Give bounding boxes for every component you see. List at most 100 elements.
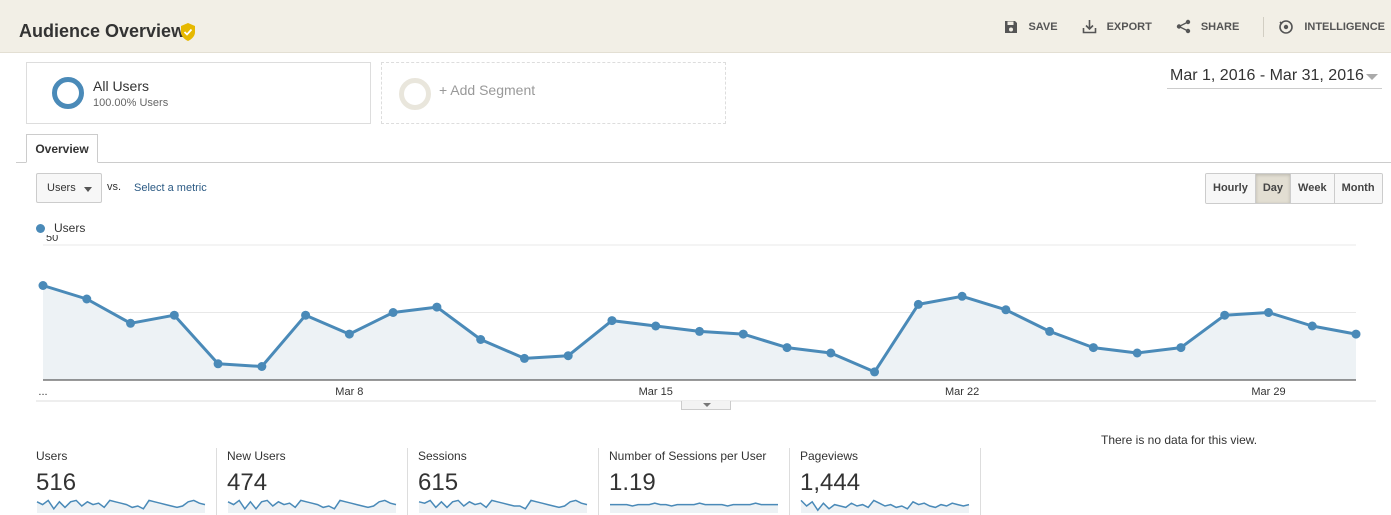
scorecard-value: 615 xyxy=(418,469,459,496)
intelligence-icon xyxy=(1279,19,1294,34)
users-data-point xyxy=(1088,343,1098,353)
segment-name: All Users xyxy=(93,78,150,94)
users-data-point xyxy=(38,281,48,290)
scorecard-label: Pageviews xyxy=(800,449,859,463)
date-range-label: Mar 1, 2016 - Mar 31, 2016 xyxy=(1170,67,1364,84)
users-data-point xyxy=(213,359,223,369)
x-tick-label: Mar 15 xyxy=(639,386,673,398)
scorecard-value: 516 xyxy=(36,469,77,496)
sparkline xyxy=(610,502,778,513)
users-data-point xyxy=(913,299,923,309)
intelligence-button[interactable]: INTELLIGENCE xyxy=(1278,19,1385,35)
sparkline-line xyxy=(227,499,397,511)
users-data-point xyxy=(432,302,442,312)
sparkline-line xyxy=(36,499,206,511)
x-tick-label: Mar 8 xyxy=(335,386,363,398)
x-tick-label: Mar 22 xyxy=(945,386,979,398)
users-data-point xyxy=(1307,321,1317,331)
sparkline-line xyxy=(418,499,588,510)
scorecard-divider xyxy=(598,448,599,515)
users-data-point xyxy=(257,362,267,371)
users-data-point xyxy=(1263,308,1273,317)
y-tick-label: 50 xyxy=(46,235,58,244)
scorecard-users[interactable]: Users 516 xyxy=(36,447,208,515)
legend-users-label: Users xyxy=(54,221,86,235)
no-data-message: There is no data for this view. xyxy=(1101,433,1258,447)
share-button[interactable]: SHARE xyxy=(1176,19,1240,34)
scorecard-sessions[interactable]: Sessions 615 xyxy=(418,447,590,515)
add-segment-button[interactable]: + Add Segment xyxy=(381,62,726,124)
users-data-point xyxy=(695,326,704,336)
scorecard-label: Number of Sessions per User xyxy=(609,449,767,463)
users-data-point xyxy=(476,335,486,344)
users-data-point xyxy=(738,329,748,339)
scorecard-value: 1,444 xyxy=(800,469,861,496)
scorecard-label: Sessions xyxy=(418,449,467,463)
scorecard-divider xyxy=(980,448,981,515)
users-data-point xyxy=(782,343,792,353)
users-data-point xyxy=(957,291,967,301)
metric-dropdown-label: Users xyxy=(47,182,76,194)
scorecard-new-users[interactable]: New Users 474 xyxy=(227,447,399,515)
header-bar: Audience Overview SAVE EXPORT xyxy=(0,0,1391,53)
day-button[interactable]: Day xyxy=(1254,174,1291,203)
users-data-point xyxy=(1220,310,1230,320)
users-data-point xyxy=(519,353,529,363)
share-label: SHARE xyxy=(1200,20,1240,33)
x-tick-label: Mar 29 xyxy=(1251,386,1285,398)
users-data-point xyxy=(1351,329,1361,339)
empty-segment-ring-icon xyxy=(399,78,431,110)
page-title: Audience Overview xyxy=(19,21,186,41)
users-data-point xyxy=(344,329,354,339)
export-button[interactable]: EXPORT xyxy=(1082,19,1152,34)
add-segment-label: + Add Segment xyxy=(439,82,536,98)
users-data-point xyxy=(169,310,179,320)
users-data-point xyxy=(826,348,836,358)
segment-subtitle: 100.00% Users xyxy=(93,97,169,109)
sparkline xyxy=(227,499,397,513)
users-data-point xyxy=(82,294,92,304)
hourly-button[interactable]: Hourly xyxy=(1206,174,1255,203)
users-data-point xyxy=(651,321,661,331)
users-data-point xyxy=(1045,326,1055,336)
sparkline-line xyxy=(610,502,778,507)
scorecard-value: 474 xyxy=(227,469,268,496)
tab-overview[interactable]: Overview xyxy=(26,134,98,163)
actions-divider xyxy=(1263,16,1265,37)
users-data-point xyxy=(870,367,880,377)
sparkline xyxy=(800,499,970,513)
month-button[interactable]: Month xyxy=(1333,174,1382,203)
granularity-toggle: Hourly Day Week Month xyxy=(1205,173,1383,204)
date-range-picker[interactable]: Mar 1, 2016 - Mar 31, 2016 xyxy=(1167,65,1382,89)
x-tick-label: ... xyxy=(38,386,47,398)
select-metric-link[interactable]: Select a metric xyxy=(134,182,207,194)
scorecard-divider xyxy=(407,448,408,515)
segment-ring-icon xyxy=(52,77,84,109)
save-icon xyxy=(1005,20,1018,33)
segment-all-users[interactable]: All Users 100.00% Users xyxy=(26,62,371,124)
intelligence-label: INTELLIGENCE xyxy=(1304,20,1385,33)
users-data-point xyxy=(607,316,617,326)
sparkline-line xyxy=(800,499,970,512)
header-actions: SAVE EXPORT SHARE INTELL xyxy=(1004,0,1391,53)
scorecard-pageviews[interactable]: Pageviews 1,444 xyxy=(800,447,972,515)
save-label: SAVE xyxy=(1028,20,1058,33)
scorecard-divider xyxy=(789,448,790,515)
users-data-point xyxy=(1132,348,1142,358)
scorecard-label: New Users xyxy=(227,449,286,463)
week-button[interactable]: Week xyxy=(1290,174,1334,203)
metric-dropdown[interactable]: Users xyxy=(36,173,102,203)
users-data-point xyxy=(1176,343,1186,353)
save-button[interactable]: SAVE xyxy=(1004,20,1058,34)
users-data-point xyxy=(388,308,398,317)
collapse-chart-handle[interactable] xyxy=(681,401,731,410)
users-data-point xyxy=(126,318,136,328)
tab-divider xyxy=(16,162,1391,163)
chevron-down-icon xyxy=(1366,74,1378,80)
scorecard-label: Users xyxy=(36,449,68,463)
share-icon xyxy=(1176,19,1191,34)
scorecard-sessions-per-user[interactable]: Number of Sessions per User 1.19 xyxy=(609,447,781,515)
export-icon xyxy=(1082,20,1096,34)
scorecard-value: 1.19 xyxy=(609,469,656,496)
verified-badge-icon xyxy=(181,23,195,41)
